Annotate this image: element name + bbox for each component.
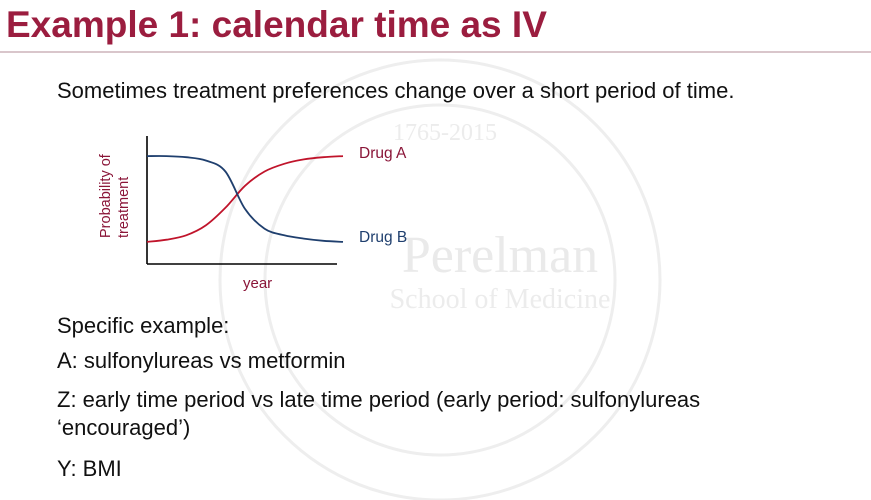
body-line-z-continued: ‘encouraged’): [57, 415, 191, 440]
watermark-school: School of Medicine: [390, 284, 611, 315]
drug-b-line: [146, 155, 344, 243]
drug-a-line: [146, 155, 344, 243]
treatment-probability-chart: Probability of treatment Drug A Drug B y…: [98, 136, 407, 292]
y-axis-label: Probability of treatment: [98, 153, 132, 238]
intro-text: Sometimes treatment preferences change o…: [57, 78, 735, 103]
body-line-y: Y: BMI: [57, 456, 122, 481]
university-seal-watermark: 1765-2015 Perelman School of Medicine: [218, 58, 662, 500]
drug-a-label: Drug A: [359, 145, 407, 162]
slide-title: Example 1: calendar time as IV: [6, 4, 547, 45]
y-axis-label-line-2: treatment: [116, 177, 132, 238]
body-line-specific-example: Specific example:: [57, 313, 230, 338]
drug-b-label: Drug B: [359, 229, 407, 246]
slide: 1765-2015 Perelman School of Medicine Ex…: [0, 4, 871, 500]
x-axis-label: year: [243, 275, 272, 292]
body-line-a: A: sulfonylureas vs metformin: [57, 348, 346, 373]
title-divider: [0, 51, 871, 53]
watermark-perelman: Perelman: [402, 227, 598, 284]
y-axis-label-line-1: Probability of: [98, 153, 114, 238]
watermark-years: 1765-2015: [393, 120, 497, 146]
body-line-z: Z: early time period vs late time period…: [57, 387, 701, 412]
